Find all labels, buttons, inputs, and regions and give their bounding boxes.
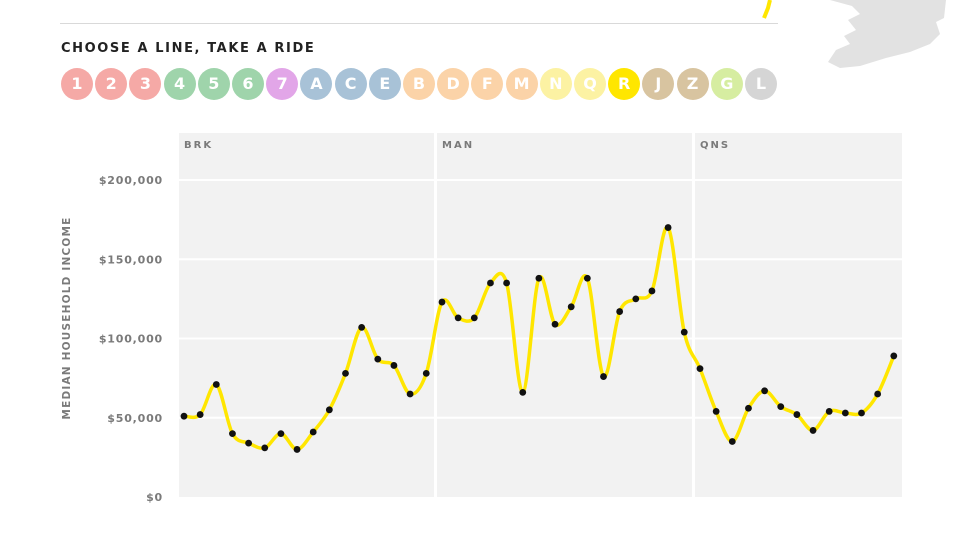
stop-point-18[interactable] (454, 314, 462, 322)
stop-point-17[interactable] (438, 298, 446, 306)
stop-point-39[interactable] (793, 411, 801, 418)
stop-point-9[interactable] (309, 428, 317, 436)
y-axis-label: MEDIAN HOUSEHOLD INCOME (61, 216, 73, 419)
stop-point-35[interactable] (728, 438, 736, 445)
top-divider (60, 23, 778, 24)
stop-point-24[interactable] (551, 320, 559, 328)
stop-point-34[interactable] (712, 408, 720, 415)
line-button-e[interactable]: E (368, 68, 401, 100)
stop-point-1[interactable] (180, 412, 188, 420)
stop-point-4[interactable] (229, 430, 236, 437)
line-button-g[interactable]: G (710, 68, 743, 100)
stop-point-2[interactable] (196, 411, 204, 418)
stop-point-44[interactable] (874, 390, 882, 398)
stop-point-29[interactable] (632, 295, 640, 303)
line-button-n[interactable]: N (539, 68, 572, 100)
line-button-5[interactable]: 5 (197, 68, 230, 100)
stop-point-32[interactable] (680, 328, 688, 336)
line-button-b[interactable]: B (403, 68, 435, 100)
line-button-q[interactable]: Q (574, 68, 606, 100)
panel-label-brk: BRK (184, 140, 213, 151)
stop-point-16[interactable] (422, 369, 430, 377)
stop-point-10[interactable] (325, 406, 333, 414)
stop-point-41[interactable] (825, 408, 833, 415)
line-picker-heading: CHOOSE A LINE, TAKE A RIDE (61, 41, 316, 56)
y-tick-label: $100,000 (99, 333, 163, 346)
stop-point-15[interactable] (406, 390, 414, 398)
stop-point-43[interactable] (858, 409, 865, 417)
y-tick-label: $0 (146, 491, 163, 504)
stop-point-36[interactable] (745, 404, 752, 412)
stop-point-20[interactable] (487, 279, 494, 287)
stop-point-19[interactable] (470, 314, 478, 322)
line-button-6[interactable]: 6 (232, 68, 264, 100)
line-button-f[interactable]: F (471, 68, 504, 100)
stop-point-5[interactable] (245, 439, 253, 447)
map-route-line (762, 0, 772, 19)
stop-point-42[interactable] (841, 409, 849, 417)
y-tick-label: $200,000 (99, 174, 163, 187)
line-button-r[interactable]: R (608, 68, 641, 100)
panel-brk (179, 133, 434, 497)
line-button-a[interactable]: A (300, 68, 333, 100)
map-decoration (762, 0, 946, 68)
stop-point-33[interactable] (696, 365, 704, 373)
stop-point-26[interactable] (583, 274, 591, 282)
stop-point-37[interactable] (761, 387, 768, 395)
stop-point-27[interactable] (600, 373, 607, 380)
stop-point-11[interactable] (342, 369, 349, 377)
stop-point-6[interactable] (261, 444, 269, 452)
stop-point-14[interactable] (390, 362, 398, 369)
line-button-2[interactable]: 2 (95, 68, 128, 100)
stop-point-21[interactable] (503, 279, 510, 287)
stop-point-22[interactable] (519, 388, 527, 396)
line-button-j[interactable]: J (642, 68, 675, 100)
line-button-1[interactable]: 1 (61, 68, 93, 100)
y-tick-label: $150,000 (99, 253, 163, 266)
stop-point-7[interactable] (277, 430, 285, 437)
line-button-d[interactable]: D (437, 68, 470, 100)
panel-label-qns: QNS (700, 140, 730, 151)
line-button-m[interactable]: M (505, 68, 538, 100)
map-land-shape (828, 0, 946, 68)
line-button-z[interactable]: Z (676, 68, 709, 100)
stop-point-28[interactable] (616, 308, 624, 315)
y-tick-label: $50,000 (107, 412, 163, 425)
stop-point-25[interactable] (567, 303, 575, 311)
panel-label-man: MAN (442, 140, 474, 151)
stop-point-31[interactable] (664, 224, 672, 231)
line-button-c[interactable]: C (334, 68, 367, 100)
stop-point-8[interactable] (293, 446, 301, 453)
line-button-3[interactable]: 3 (129, 68, 162, 100)
line-button-4[interactable]: 4 (163, 68, 196, 100)
stop-point-3[interactable] (212, 381, 220, 388)
line-button-7[interactable]: 7 (266, 68, 299, 100)
stop-point-13[interactable] (374, 355, 382, 363)
stop-point-38[interactable] (777, 403, 785, 411)
panel-qns (695, 133, 902, 497)
line-button-l[interactable]: L (745, 68, 777, 100)
stop-point-30[interactable] (648, 287, 656, 295)
stop-point-12[interactable] (358, 324, 366, 331)
stop-point-45[interactable] (890, 352, 898, 360)
stop-point-23[interactable] (535, 274, 543, 282)
stop-point-40[interactable] (809, 427, 817, 434)
